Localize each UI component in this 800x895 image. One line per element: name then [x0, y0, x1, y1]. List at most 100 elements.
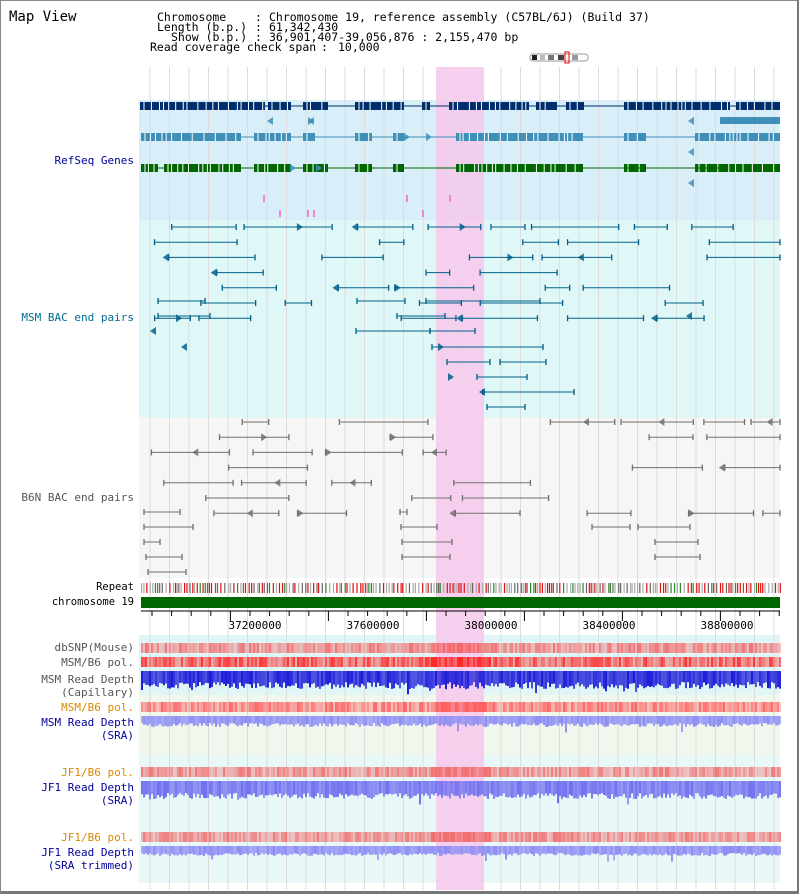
jf1-depth-bar [681, 781, 683, 799]
msm-pol-cell [763, 657, 765, 667]
msm-depth-cap-bar [385, 671, 387, 688]
track-label-msm-bac[interactable]: MSM BAC end pairs [21, 311, 134, 324]
msm-depth-sra-bar [639, 716, 641, 727]
msm-depth-sra-bar [221, 716, 223, 724]
repeat-mark [646, 583, 648, 593]
msm-pol-cell [155, 657, 157, 667]
repeat-mark [152, 583, 154, 593]
dbsnp-cell [727, 643, 729, 653]
jf1-depth-bar [775, 781, 777, 794]
genome-browser-plot[interactable]: 37200000 37600000 38000000 38400000 38800000 [139, 67, 784, 890]
jf1-pol-cell [545, 767, 547, 777]
dbsnp-cell [653, 643, 655, 653]
dbsnp-cell [697, 643, 699, 653]
msm-depth-cap-bar [761, 671, 763, 688]
dbsnp-cell [543, 643, 545, 653]
jf1-pol-cell [513, 767, 515, 777]
track-label-jf1-pol[interactable]: JF1/B6 pol. [61, 766, 134, 779]
b6n-bac-arrow [688, 509, 695, 518]
msm-pol-sra-cell [683, 702, 685, 712]
msm-depth-sra-bar [777, 716, 779, 726]
track-label-b6n-bac[interactable]: B6N BAC end pairs [21, 491, 134, 504]
track-label-jf1-depth[interactable]: JF1 Read Depth [41, 781, 134, 794]
jf1-depth-bar [569, 781, 571, 795]
msm-depth-sra-bar [739, 716, 741, 725]
jf1-pol-cell [401, 767, 403, 777]
track-label-jf1-pol-2[interactable]: JF1/B6 pol. [61, 831, 134, 844]
msm-pol-sra-cell [751, 702, 753, 712]
jf1-depth-bar [727, 781, 729, 796]
jf1-trim-depth-bar [707, 846, 709, 856]
track-label-msm-pol[interactable]: MSM/B6 pol. [61, 656, 134, 669]
msm-bac-arrow [332, 283, 339, 292]
msm-depth-cap-bar [743, 671, 745, 686]
msm-pol-cell [715, 657, 717, 667]
jf1-pol-cell [603, 767, 605, 777]
dbsnp-cell [187, 643, 189, 653]
msm-depth-sra-bar [181, 716, 183, 727]
msm-pol-sra-cell [737, 702, 739, 712]
jf1-pol-cell [415, 767, 417, 777]
track-label-msm-pol-sra[interactable]: MSM/B6 pol. [61, 701, 134, 714]
msm-depth-cap-bar [263, 671, 265, 686]
jf1-trim-depth-bar [155, 846, 157, 855]
msm-depth-sra-bar [515, 716, 517, 727]
dbsnp-cell [147, 643, 149, 653]
jf1-trim-depth-bar [471, 846, 473, 855]
msm-depth-sra-bar [773, 716, 775, 724]
jf1-depth-bar [721, 781, 723, 797]
msm-depth-cap-bar [529, 671, 531, 683]
track-label-repeat[interactable]: Repeat [96, 581, 134, 593]
msm-depth-sra-bar [567, 716, 569, 724]
track-label-refseq-genes[interactable]: RefSeq Genes [54, 154, 134, 167]
msm-pol-sra-cell [529, 702, 531, 712]
jf1-depth-bar [759, 781, 761, 794]
repeat-mark [292, 583, 294, 593]
msm-depth-sra-bar [753, 716, 755, 725]
track-label-msm-depth-sra[interactable]: MSM Read Depth [41, 716, 134, 729]
jf1-depth-bar [475, 781, 477, 796]
msm-pol-cell [141, 657, 143, 667]
msm-pol-sra-cell [663, 702, 665, 712]
dbsnp-cell [567, 643, 569, 653]
track-label-dbsnp[interactable]: dbSNP(Mouse) [54, 641, 134, 654]
msm-depth-cap-bar [687, 671, 689, 683]
jf1-pol-cell [347, 767, 349, 777]
msm-depth-sra-bar [369, 716, 371, 727]
jf1-pol2-cell [299, 832, 301, 842]
dbsnp-cell [225, 643, 227, 653]
jf1-trim-depth-bar [253, 846, 255, 856]
jf1-pol2-cell [185, 832, 187, 842]
jf1-pol-cell [363, 767, 365, 777]
jf1-depth-bar [661, 781, 663, 798]
msm-pol-sra-cell [441, 702, 443, 712]
jf1-trim-depth-bar [609, 846, 611, 855]
repeat-mark [199, 583, 201, 593]
msm-depth-sra-bar [437, 716, 439, 725]
dbsnp-cell [751, 643, 753, 653]
repeat-mark [696, 583, 698, 593]
jf1-pol-cell [391, 767, 393, 777]
dbsnp-cell [479, 643, 481, 653]
jf1-depth-bar [185, 781, 187, 794]
msm-pol-sra-cell [333, 702, 335, 712]
jf1-pol2-cell [673, 832, 675, 842]
jf1-pol2-cell [665, 832, 667, 842]
track-label-jf1-trim[interactable]: JF1 Read Depth [41, 846, 134, 859]
msm-bac-arrow [296, 223, 303, 231]
dbsnp-cell [445, 643, 447, 653]
jf1-depth-bar [561, 781, 563, 800]
jf1-pol2-cell [145, 832, 147, 842]
chromosome-ideogram[interactable] [528, 51, 592, 64]
msm-pol-sra-cell [463, 702, 465, 712]
jf1-pol2-cell [655, 832, 657, 842]
jf1-pol2-cell [617, 832, 619, 842]
msm-pol-sra-cell [233, 702, 235, 712]
track-label-msm-depth-capillary[interactable]: MSM Read Depth [41, 673, 134, 686]
jf1-pol2-cell [491, 832, 493, 842]
plot-canvas[interactable]: 37200000 37600000 38000000 38400000 38800000 [139, 67, 784, 890]
msm-pol-cell [209, 657, 211, 667]
jf1-pol-cell [147, 767, 149, 777]
msm-depth-cap-bar [725, 671, 727, 684]
jf1-pol-cell [593, 767, 595, 777]
